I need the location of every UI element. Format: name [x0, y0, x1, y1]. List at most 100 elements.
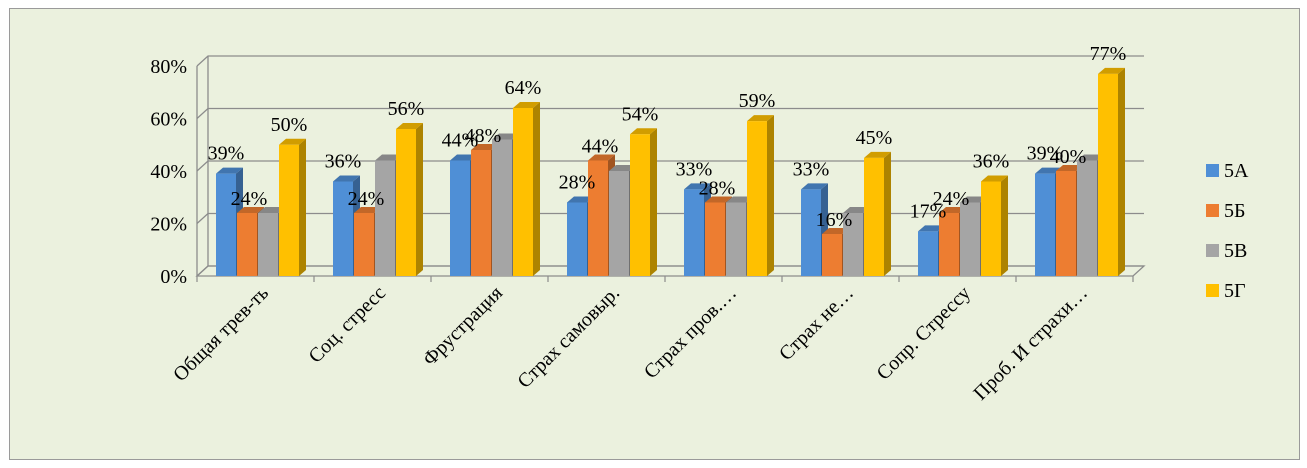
bar-side	[1118, 67, 1125, 276]
y-tick-label: 60%	[150, 109, 187, 131]
bar-5Г	[630, 134, 650, 276]
bar-5В	[375, 160, 395, 276]
bar-top	[471, 144, 498, 150]
bar-chart: 0%20%40%60%80%39%24%50%Общая трев-ть36%2…	[150, 43, 1249, 405]
chart-frame: 0% 20% 40% 60% 80% 39% 24% 50% Общая трев-ть 36% 2…	[9, 8, 1300, 460]
gridline	[196, 107, 1144, 119]
bar-5Б	[237, 213, 257, 276]
data-label: 77%	[1090, 43, 1127, 65]
bar-side	[533, 102, 540, 276]
bar-top	[492, 133, 519, 140]
data-label: 44%	[442, 130, 479, 152]
legend-swatch	[1206, 284, 1219, 297]
bar-5Г	[513, 108, 533, 276]
bar-5А	[801, 189, 821, 276]
bar-5Г	[396, 129, 416, 276]
legend-label: 5Г	[1224, 280, 1246, 302]
bar-top	[726, 196, 753, 203]
bar-top	[216, 167, 243, 174]
data-label: 64%	[505, 77, 542, 99]
bar-side	[299, 138, 306, 276]
bar-top	[588, 154, 615, 161]
bar-5В	[609, 171, 629, 276]
bar-top	[396, 123, 423, 129]
legend-label: 5В	[1224, 240, 1247, 262]
data-label: 36%	[325, 151, 362, 173]
data-label: 59%	[739, 90, 776, 112]
bar-5В	[726, 202, 746, 276]
bar-5Б	[588, 160, 608, 276]
bar-top	[1077, 154, 1104, 161]
data-label: 24%	[348, 188, 385, 210]
bar-top	[279, 138, 306, 145]
x-category-label: Фрустрация	[419, 282, 507, 370]
y-tick-label: 20%	[150, 214, 187, 236]
data-label: 17%	[910, 200, 947, 222]
legend-label: 5Б	[1224, 200, 1245, 222]
x-category-label: Страх не…	[775, 282, 858, 365]
bar-top	[1035, 167, 1062, 174]
bar-top	[981, 175, 1008, 182]
bar-top	[237, 207, 264, 213]
bar-side	[884, 151, 891, 276]
bar-5А	[1035, 173, 1055, 276]
x-category-label: Страх пров.…	[640, 282, 741, 383]
bar-5Г	[981, 181, 1001, 276]
bar-top	[333, 175, 360, 182]
data-label: 28%	[699, 178, 736, 200]
bar-5А	[450, 160, 470, 276]
bar-5В	[492, 139, 512, 276]
bar-top	[258, 207, 285, 213]
bar-top	[375, 154, 402, 161]
x-category-label: Проб. И страхи…	[969, 282, 1092, 405]
bar-top	[567, 196, 594, 203]
bar-5В	[843, 213, 863, 276]
bar-top	[864, 151, 891, 158]
legend-swatch	[1206, 164, 1219, 177]
bar-side	[1001, 175, 1008, 276]
legend-label: 5А	[1224, 160, 1249, 182]
bar-top	[843, 207, 870, 213]
data-label: 39%	[208, 143, 245, 165]
data-label: 39%	[1027, 143, 1064, 165]
data-label: 36%	[973, 151, 1010, 173]
bar-top	[513, 102, 540, 108]
bar-5Б	[471, 150, 491, 276]
x-category-label: Страх самовыр.	[513, 282, 624, 393]
legend-swatch	[1206, 204, 1219, 217]
data-label: 48%	[465, 125, 502, 147]
data-label: 54%	[622, 103, 659, 125]
bar-top	[609, 165, 636, 171]
bar-5А	[918, 231, 938, 276]
bar-5А	[333, 181, 353, 276]
bar-top	[705, 196, 732, 203]
bar-5Г	[279, 144, 299, 276]
bar-5В	[258, 213, 278, 276]
data-label: 24%	[933, 188, 970, 210]
x-category-label: Соц. стресс	[304, 282, 390, 368]
bar-5А	[216, 173, 236, 276]
bar-top	[801, 183, 828, 190]
bar-5Б	[822, 234, 842, 276]
bar-5Б	[1056, 171, 1076, 276]
bar-5В	[960, 202, 980, 276]
data-label: 50%	[271, 114, 308, 136]
bar-side	[650, 128, 657, 276]
bar-top	[822, 228, 849, 234]
legend-swatch	[1206, 244, 1219, 257]
y-tick-label: 40%	[150, 161, 187, 183]
bar-5Б	[705, 202, 725, 276]
bar-top	[1098, 67, 1125, 74]
data-label: 16%	[816, 209, 853, 231]
bar-top	[450, 154, 477, 161]
gridline	[196, 55, 1144, 67]
data-label: 56%	[388, 98, 425, 120]
bar-side	[767, 115, 774, 276]
x-category-label: Общая трев-ть	[169, 282, 273, 386]
bar-top	[684, 183, 711, 190]
bar-5Г	[1098, 73, 1118, 276]
data-label: 24%	[231, 188, 268, 210]
bar-top	[1056, 165, 1083, 171]
bar-top	[918, 225, 945, 232]
bar-top	[960, 196, 987, 203]
